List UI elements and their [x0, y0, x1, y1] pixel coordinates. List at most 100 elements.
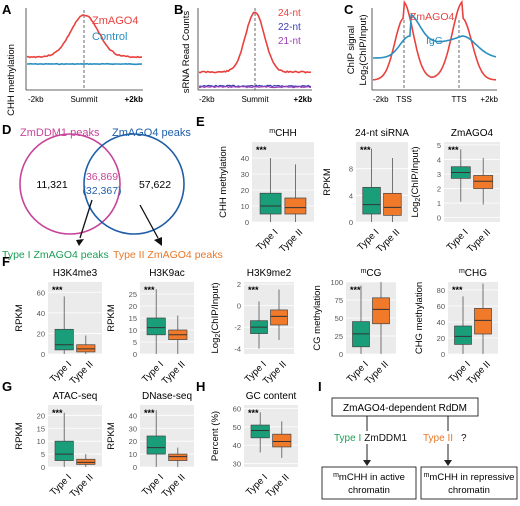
- boxplot-f2-ylabel: RPKM: [106, 304, 117, 332]
- boxplot-e1-title: mCHH: [269, 128, 297, 139]
- boxplot-e2-box-type1: [362, 186, 381, 215]
- panel-letter-h: H: [196, 379, 205, 394]
- boxplot-f5-ytick: 60: [437, 302, 445, 311]
- boxplot-g2-ytick: 40: [129, 411, 137, 420]
- panel-c-xtick-tss: TSS: [396, 95, 412, 104]
- rddm-right-label: Type II?: [423, 433, 467, 444]
- boxplot-e1-significance: ***: [256, 145, 267, 155]
- panel-b-series-24nt: [198, 11, 312, 74]
- boxplot-f1-title: H3K4me3: [53, 268, 98, 279]
- boxplot-f1-ytick: 20: [37, 329, 45, 338]
- boxplot-f4-ytick: 50: [335, 314, 343, 323]
- boxplot-h1-box-type2: [272, 433, 292, 448]
- panel-a-xtick-summit: Summit: [70, 95, 98, 104]
- boxplot-g1-box-type1: [54, 440, 74, 461]
- boxplot-f5-ytick: 40: [437, 318, 445, 327]
- boxplot-f3-box-type2: [270, 309, 288, 326]
- boxplot-e3-box-type2: [473, 175, 494, 189]
- boxplot-f5-title: mCHG: [459, 268, 487, 279]
- boxplot-f3-title: H3K9me2: [247, 268, 292, 279]
- panel-letter-e: E: [196, 114, 205, 129]
- rddm-box: [331, 397, 479, 417]
- venn-arrow-type2: [139, 204, 159, 239]
- boxplot-e3-ytick: 2: [437, 185, 441, 194]
- rddm-right-label-bg: [420, 431, 466, 444]
- panel-letter-b: B: [174, 2, 183, 17]
- panel-a-legend-zmago4: ZmAGO4: [92, 15, 138, 27]
- boxplot-g2-ytick: 30: [129, 424, 137, 433]
- boxplot-e2-xtick-type2: Type II: [374, 227, 402, 255]
- boxplot-g2-box-type1: [146, 435, 166, 455]
- panel-letter-d: D: [2, 122, 11, 137]
- panel-a-legend-control: Control: [92, 31, 127, 43]
- boxplot-f2-ytick: 15: [129, 314, 137, 323]
- rddm-repressive-label-1: mmCHH in repressive: [424, 472, 515, 483]
- boxplot-f1-box-type1: [54, 328, 74, 351]
- panel-d: D ZmDDM1 peaks ZmAGO4 peaks 11,321 36,86…: [2, 122, 223, 261]
- boxplot-e2-ytick: 0: [349, 218, 353, 227]
- venn-left-count: 11,321: [36, 179, 67, 191]
- venn-right-count: 57,622: [139, 179, 171, 191]
- panel-b-xtick-right: +2kb: [294, 95, 313, 104]
- panel-b-legend-24nt: 24-nt: [278, 8, 301, 19]
- boxplot-f5-box-type1: [454, 325, 472, 345]
- boxplot-f2-ytick: 10: [129, 326, 137, 335]
- boxplot-h1-xtick-type2: Type II: [264, 472, 292, 500]
- boxplot-e3-title: ZmAGO4: [451, 128, 494, 139]
- rddm-left-label-bg: [333, 431, 395, 444]
- rddm-active-label-2: chromatin: [348, 485, 390, 496]
- boxplot-f3-ytick: 0: [237, 302, 241, 311]
- rddm-arrowhead-left: [363, 460, 371, 466]
- panel-a-series-zmago4: [26, 13, 143, 59]
- boxplot-e1-ytick: 0: [245, 218, 249, 227]
- boxplot-f1-box-type2: [76, 344, 96, 353]
- boxplot-f4-box-type2: [372, 297, 390, 325]
- venn-right-title: ZmAGO4 peaks: [112, 127, 191, 139]
- boxplot-f5-ytick: 80: [437, 286, 445, 295]
- venn-left-title: ZmDDM1 peaks: [20, 127, 100, 139]
- panel-b-xtick-left: -2kb: [199, 95, 215, 104]
- boxplot-g2-title: DNase-seq: [142, 391, 192, 402]
- panel-c-series-zmago4: [372, 0, 497, 81]
- boxplot-f4-title: mCG: [361, 268, 382, 279]
- boxplot-f1-ytick: 40: [37, 309, 45, 318]
- boxplot-e1-ytick: 40: [241, 154, 249, 163]
- boxplot-f5-significance: ***: [452, 285, 463, 295]
- boxplot-f1-ylabel: RPKM: [14, 304, 25, 332]
- boxplot-f4-ylabel: CG methylation: [312, 285, 323, 350]
- panel-b-legend-22nt: 22-nt: [278, 22, 301, 33]
- venn-type1-label: Type I ZmAGO4 peaks: [2, 249, 109, 261]
- panel-b-xtick-summit: Summit: [241, 95, 269, 104]
- boxplot-f2-ytick: 25: [129, 290, 137, 299]
- boxplot-f2-box-type1: [146, 317, 166, 336]
- boxplot-e3-ytick: 4: [437, 155, 441, 164]
- boxplot-f3-ylabel: Log2(ChIP/Input): [210, 283, 222, 354]
- boxplot-f5-ytick: 20: [437, 334, 445, 343]
- boxplot-f5-box-type2: [474, 308, 492, 335]
- panel-a-series-control: [27, 62, 143, 66]
- panel-a-ylabel: CHH methylation: [6, 44, 17, 116]
- panel-letter-f: F: [2, 254, 10, 269]
- boxplot-f2-significance: ***: [144, 285, 155, 295]
- boxplot-f4-ytick: 75: [335, 296, 343, 305]
- boxplot-f3-ytick: 2: [237, 280, 241, 289]
- venn-arrowhead-type2: [154, 237, 162, 246]
- panel-c: C ChIP signal Log2(ChIP/Input) ZmAGO4 Ig…: [344, 0, 499, 104]
- boxplot-f3-ytick: -2: [234, 323, 241, 332]
- boxplot-e3-ylabel: Log2(ChIP/Input): [410, 147, 422, 218]
- boxplot-f5-ylabel: CHG methylation: [414, 282, 425, 354]
- panel-c-ylabel-line2: Log2(ChIP/Input): [358, 15, 370, 86]
- boxplot-e3-xtick-type2: Type II: [465, 227, 493, 255]
- boxplot-e3-ytick: 5: [437, 141, 441, 150]
- panel-a-xtick-left: -2kb: [28, 95, 44, 104]
- boxplot-h1-box-type1: [250, 424, 270, 439]
- panel-c-xtick-right: +2kb: [480, 95, 498, 104]
